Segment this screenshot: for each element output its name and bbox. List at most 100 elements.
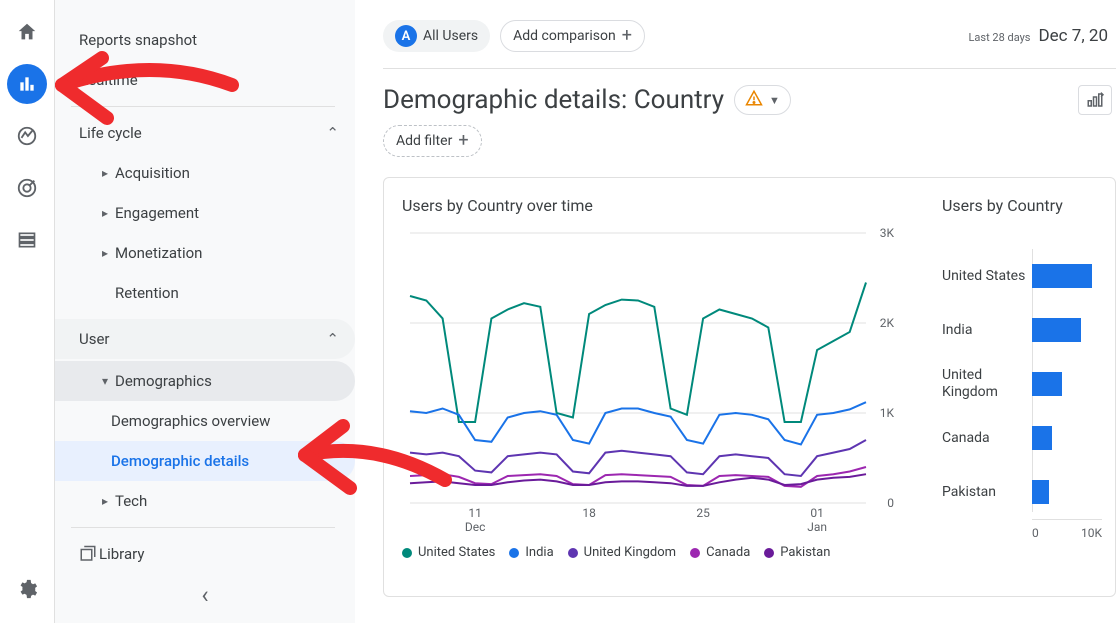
chevron-down-icon: ▼: [769, 94, 780, 107]
label: Engagement: [115, 204, 339, 222]
label: Life cycle: [79, 124, 326, 142]
bar-row[interactable]: India: [942, 303, 1102, 357]
report-card: Users by Country over time 0 1K 2K 3K 11Dec 1…: [383, 177, 1116, 597]
main-content: A All Users Add comparison + Last 28 day…: [355, 0, 1116, 623]
sidebar-library[interactable]: Library: [55, 534, 355, 574]
label: Add filter: [396, 133, 452, 149]
legend-item[interactable]: United States: [402, 545, 495, 560]
svg-text:11: 11: [468, 506, 482, 520]
legend-item[interactable]: Canada: [690, 545, 750, 560]
bar-row[interactable]: Canada: [942, 411, 1102, 465]
label: Add comparison: [513, 28, 616, 44]
divider: [71, 106, 335, 107]
plus-icon: +: [458, 132, 468, 150]
legend-item[interactable]: Pakistan: [764, 545, 830, 560]
label: Demographic details: [111, 452, 339, 470]
rail-reports-icon[interactable]: [7, 64, 47, 104]
label: Demographics: [115, 372, 339, 390]
bar-label: India: [942, 322, 1032, 339]
bar-label: United States: [942, 268, 1032, 285]
rail-advertising-icon[interactable]: [7, 168, 47, 208]
bar-row[interactable]: Pakistan: [942, 465, 1102, 519]
caret-right-icon: ▸: [95, 206, 115, 220]
badge-a: A: [395, 25, 417, 47]
svg-text:18: 18: [582, 506, 596, 520]
line-chart-panel: Users by Country over time 0 1K 2K 3K 11Dec 1…: [402, 196, 922, 582]
bar-x-axis: 010K: [1032, 519, 1102, 540]
bar-row[interactable]: United States: [942, 249, 1102, 303]
library-icon: [79, 545, 99, 563]
label: Monetization: [115, 244, 339, 262]
warning-icon: [745, 89, 763, 111]
sidebar-item-tech[interactable]: ▸ Tech: [55, 481, 355, 521]
label: Acquisition: [115, 164, 339, 182]
svg-text:Jan: Jan: [807, 520, 827, 533]
caret-right-icon: ▸: [95, 246, 115, 260]
date-range-picker[interactable]: Last 28 days Dec 7, 20: [968, 26, 1116, 46]
caret-right-icon: ▸: [95, 166, 115, 180]
svg-text:Dec: Dec: [465, 520, 486, 533]
page-title-bar: Demographic details: Country ▼: [383, 85, 1116, 115]
page-title: Demographic details: Country: [383, 85, 724, 115]
label: Library: [99, 545, 339, 563]
add-comparison-button[interactable]: Add comparison +: [500, 20, 645, 52]
bar-chart-panel: Users by Country United StatesIndiaUnite…: [942, 196, 1102, 582]
label: Tech: [115, 492, 339, 510]
rail-home-icon[interactable]: [7, 12, 47, 52]
reports-sidebar: Reports snapshot Realtime Life cycle ⌃ ▸…: [55, 0, 355, 623]
sidebar-item-engagement[interactable]: ▸ Engagement: [55, 193, 355, 233]
rail-settings-icon[interactable]: [7, 569, 47, 609]
plus-icon: +: [622, 27, 632, 45]
label: Demographics overview: [111, 412, 339, 430]
chart-title: Users by Country over time: [402, 196, 922, 215]
bar-label: United Kingdom: [942, 367, 1032, 401]
legend-item[interactable]: United Kingdom: [568, 545, 676, 560]
label: All Users: [423, 28, 478, 44]
data-quality-warning-button[interactable]: ▼: [734, 85, 791, 115]
collapse-sidebar-button[interactable]: ‹: [55, 581, 355, 609]
sidebar-item-retention[interactable]: Retention: [55, 273, 355, 313]
chevron-up-icon: ⌃: [326, 330, 339, 348]
label: Retention: [115, 284, 339, 302]
svg-text:01: 01: [810, 506, 824, 520]
svg-text:1K: 1K: [880, 406, 895, 420]
sidebar-item-demographics[interactable]: ▾ Demographics: [55, 361, 355, 401]
sidebar-section-lifecycle[interactable]: Life cycle ⌃: [55, 113, 355, 153]
chart-legend: United States India United Kingdom Canada Pa…: [402, 545, 922, 560]
date-range-label: Last 28 days: [968, 31, 1030, 44]
filter-bar: Add filter +: [383, 125, 1116, 157]
bar-row[interactable]: United Kingdom: [942, 357, 1102, 411]
users-by-country-bar-chart: United States India United Kingdom Canada Pa…: [942, 223, 1102, 540]
label: User: [79, 330, 326, 348]
comparison-bar: A All Users Add comparison + Last 28 day…: [383, 20, 1116, 52]
svg-text:0: 0: [887, 496, 894, 510]
sidebar-realtime[interactable]: Realtime: [55, 60, 355, 100]
sidebar-item-demographics-overview[interactable]: Demographics overview: [55, 401, 355, 441]
svg-text:3K: 3K: [880, 226, 895, 240]
bar-label: Canada: [942, 430, 1032, 447]
bar-label: Pakistan: [942, 484, 1032, 501]
chart-title: Users by Country: [942, 196, 1102, 215]
sidebar-item-acquisition[interactable]: ▸ Acquisition: [55, 153, 355, 193]
label: Reports snapshot: [79, 31, 339, 49]
customize-report-button[interactable]: [1078, 85, 1112, 115]
date-range-value: Dec 7, 20: [1038, 26, 1108, 46]
caret-down-icon: ▾: [95, 374, 115, 388]
svg-text:25: 25: [696, 506, 710, 520]
legend-item[interactable]: India: [509, 545, 553, 560]
add-filter-button[interactable]: Add filter +: [383, 125, 482, 157]
label: Realtime: [79, 71, 339, 89]
sidebar-section-user[interactable]: User ⌃: [55, 319, 355, 359]
rail-configure-icon[interactable]: [7, 220, 47, 260]
sidebar-item-demographic-details[interactable]: Demographic details: [55, 441, 355, 481]
svg-text:2K: 2K: [880, 316, 895, 330]
rail-explore-icon[interactable]: [7, 116, 47, 156]
divider: [383, 68, 1116, 69]
chevron-up-icon: ⌃: [326, 124, 339, 142]
sidebar-item-monetization[interactable]: ▸ Monetization: [55, 233, 355, 273]
caret-right-icon: ▸: [95, 494, 115, 508]
divider: [71, 527, 335, 528]
users-by-country-over-time-chart: 0 1K 2K 3K 11Dec 18 25 01Jan: [402, 223, 902, 533]
sidebar-reports-snapshot[interactable]: Reports snapshot: [55, 20, 355, 60]
chip-all-users[interactable]: A All Users: [383, 20, 490, 52]
